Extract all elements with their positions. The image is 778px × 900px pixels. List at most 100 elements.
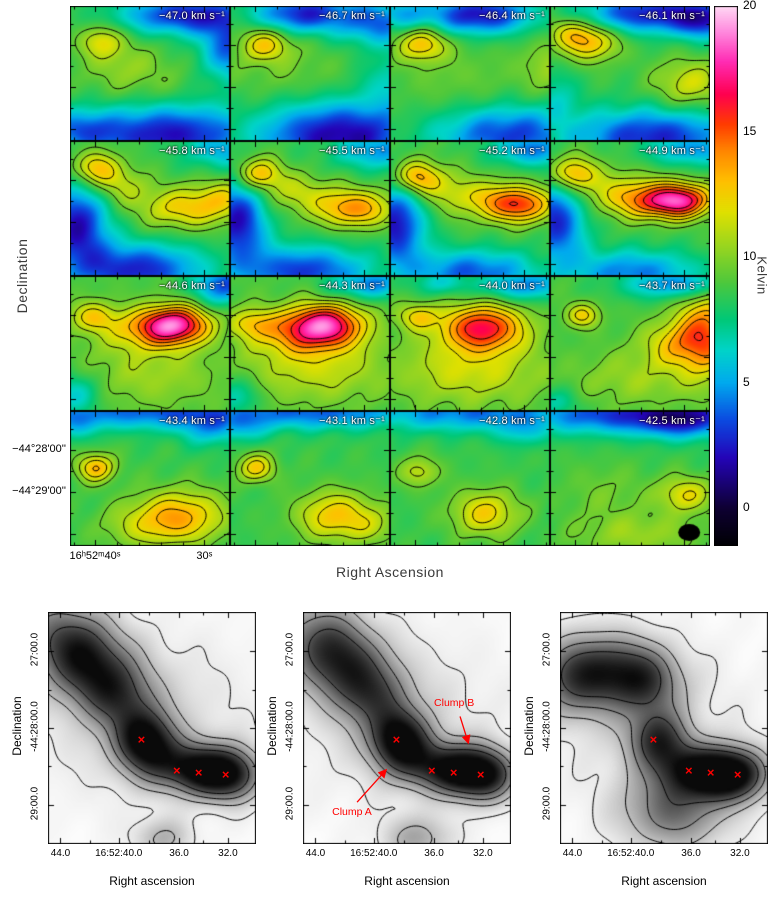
velocity-label: −44.6 km s⁻¹ [159,280,225,292]
clump-map-canvas [48,612,256,844]
clump-ra-tick-label: 32.0 [473,848,493,859]
channel-heatmap-canvas [390,141,550,276]
ra-tick-label: 16ʰ52ᵐ40ˢ [69,550,121,562]
clump-ra-tick-label: 36.0 [169,848,189,859]
colorbar-unit-label: Kelvin [754,256,770,295]
channel-panel: −47.0 km s⁻¹ [70,6,230,141]
clump-position-marker: × [137,731,146,747]
colorbar-tick-label: 5 [743,374,750,389]
clump-position-marker: × [428,763,436,779]
channel-heatmap-canvas [70,276,230,411]
channel-heatmap-canvas [230,6,390,141]
velocity-label: −44.3 km s⁻¹ [319,280,385,292]
channel-panel: −44.9 km s⁻¹ [550,141,710,276]
clump-dec-tick-label: 29:00.0 [284,786,296,820]
right-ascension-axis-label: Right Ascension [336,564,444,580]
ra-tick-label: 30ˢ [196,550,213,562]
velocity-label: −44.0 km s⁻¹ [479,280,545,292]
clump-ra-tick-label: 44.0 [305,848,326,859]
colorbar-tick-label: 10 [743,249,757,264]
channel-heatmap-canvas [390,6,550,141]
velocity-label: −47.0 km s⁻¹ [159,10,225,22]
velocity-label: −42.5 km s⁻¹ [639,415,705,427]
clump-map-canvas [303,612,511,844]
clump-label: Clump B [434,697,474,709]
channel-panel: −42.8 km s⁻¹ [390,411,550,546]
clump-position-marker: × [449,765,458,781]
clump-position-marker: × [733,766,742,782]
channel-heatmap-canvas [70,141,230,276]
channel-panel: −46.1 km s⁻¹ [550,6,710,141]
dec-tick-label: −44°28'00'' [12,443,66,456]
colorbar-tick-label: 20 [743,0,757,12]
velocity-label: −42.8 km s⁻¹ [479,415,545,427]
clump-ra-axis-label: Right ascension [109,874,195,888]
velocity-label: −46.7 km s⁻¹ [319,10,385,22]
clump-position-marker: × [221,766,230,782]
clump-ra-tick-label: 32.0 [218,848,238,859]
channel-panel: −42.5 km s⁻¹ [550,411,710,546]
clump-ra-axis-label: Right ascension [621,874,707,888]
clump-ra-tick-label: 32.0 [730,848,750,859]
velocity-label: −45.2 km s⁻¹ [479,145,545,157]
velocity-label: −43.4 km s⁻¹ [159,415,225,427]
channel-panel: −45.8 km s⁻¹ [70,141,230,276]
channel-panel: −43.4 km s⁻¹ [70,411,230,546]
clump-ra-tick-label: 36.0 [424,848,444,859]
channel-heatmap-canvas [550,276,710,411]
channel-panel: −44.3 km s⁻¹ [230,276,390,411]
clump-arrow [356,768,388,803]
velocity-label: −43.7 km s⁻¹ [639,280,705,292]
clump-position-marker: × [649,731,658,747]
colorbar-tick-label: 0 [743,500,750,515]
channel-panel: −46.7 km s⁻¹ [230,6,390,141]
clump-label: Clump A [332,806,372,818]
clump-map-canvas [560,612,768,844]
channel-heatmap-canvas [390,411,550,546]
clump-dec-tick-label: 29:00.0 [541,786,553,820]
channel-heatmap-canvas [70,411,230,546]
clump-declination-axis-label: Declination [10,696,24,756]
velocity-label: −43.1 km s⁻¹ [319,415,385,427]
clump-position-marker: × [685,763,693,779]
channel-panel: −44.0 km s⁻¹ [390,276,550,411]
channel-panel: −45.5 km s⁻¹ [230,141,390,276]
clump-ra-tick-label: 44.0 [562,848,583,859]
channel-heatmap-canvas [550,411,710,546]
clump-position-marker: × [173,763,181,779]
annotation-overlay: Clump A Clump B [332,697,474,818]
dec-tick-label: −44°29'00'' [12,485,66,497]
velocity-label: −46.4 km s⁻¹ [479,10,545,22]
channel-panel: −43.7 km s⁻¹ [550,276,710,411]
clump-declination-axis-label: Declination [265,696,279,756]
channel-heatmap-canvas [230,411,390,546]
clump-position-marker: × [392,731,401,747]
clump-ra-tick-label: 44.0 [50,848,71,859]
channel-panel: −44.6 km s⁻¹ [70,276,230,411]
channel-panel: −45.2 km s⁻¹ [390,141,550,276]
clump-declination-axis-label: Declination [522,696,536,756]
clump-ra-tick-label: 36.0 [681,848,701,859]
colorbar [714,6,738,546]
velocity-label: −46.1 km s⁻¹ [639,10,705,22]
channel-panel: −43.1 km s⁻¹ [230,411,390,546]
channel-heatmap-canvas [390,276,550,411]
clump-ra-tick-label: 16:52:40.0 [95,848,143,859]
channel-heatmap-canvas [70,6,230,141]
clump-ra-axis-label: Right ascension [364,874,450,888]
clump-dec-tick-label: 29:00.0 [29,786,41,820]
clump-position-marker: × [476,766,485,782]
velocity-label: −44.9 km s⁻¹ [639,145,705,157]
clump-ra-tick-label: 16:52:40.0 [607,848,655,859]
velocity-label: −45.5 km s⁻¹ [319,145,385,157]
channel-heatmap-canvas [550,141,710,276]
declination-axis-label: Declination [14,238,30,314]
channel-panel: −46.4 km s⁻¹ [390,6,550,141]
clump-ra-tick-label: 16:52:40.0 [350,848,398,859]
clump-position-marker: × [706,765,715,781]
colorbar-tick-label: 15 [743,123,757,138]
clump-arrow [459,716,471,745]
clump-position-marker: × [194,765,203,781]
velocity-label: −45.8 km s⁻¹ [159,145,225,157]
